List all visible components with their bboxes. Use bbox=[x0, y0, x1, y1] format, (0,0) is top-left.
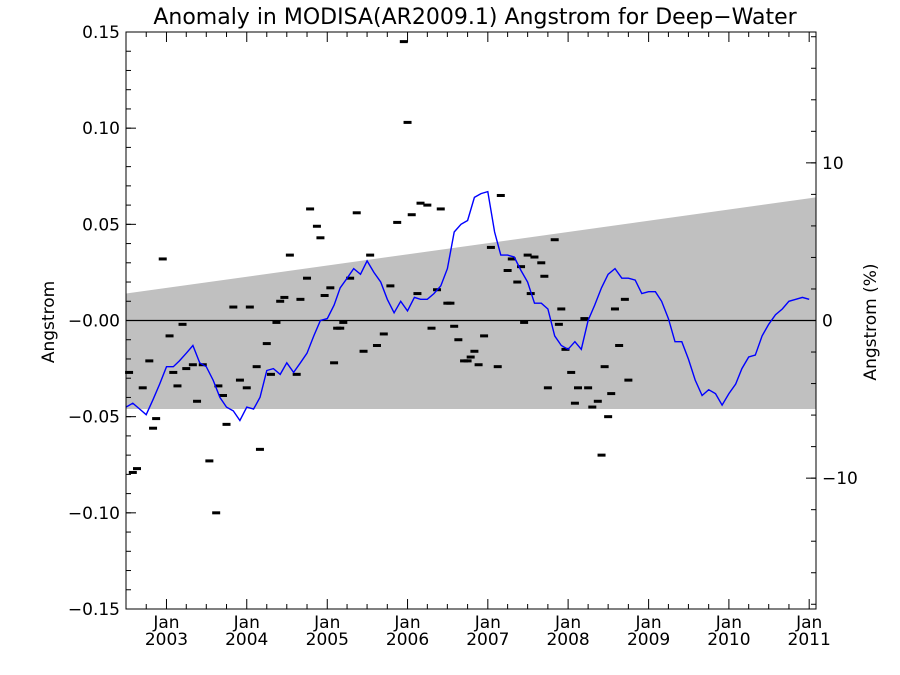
trend-band bbox=[126, 197, 816, 409]
x-tick-month: Jan bbox=[715, 613, 742, 633]
x-tick-month: Jan bbox=[795, 613, 822, 633]
x-tick-month: Jan bbox=[474, 613, 501, 633]
y-tick-label: −0.15 bbox=[68, 600, 120, 620]
x-tick-month: Jan bbox=[233, 613, 260, 633]
x-tick-month: Jan bbox=[313, 613, 340, 633]
smoothed-line bbox=[125, 190, 810, 422]
y-tick-label: −0.05 bbox=[68, 408, 120, 428]
y-tick-label: −0.10 bbox=[68, 504, 120, 524]
x-tick-year: 2005 bbox=[306, 630, 349, 650]
y-tick-label: 0.15 bbox=[82, 23, 120, 43]
x-tick-year: 2009 bbox=[627, 630, 670, 650]
y-right-tick-label: 0 bbox=[822, 312, 833, 332]
plot-area: 0.15 0.10 0.05 −0.00 −0.05 −0.10 −0.15 10 0 −10 Ja… bbox=[68, 23, 858, 650]
x-tick-year: 2008 bbox=[546, 630, 589, 650]
x-tick-year: 2004 bbox=[225, 630, 268, 650]
x-tick-year: 2011 bbox=[788, 630, 831, 650]
x-tick-year: 2003 bbox=[145, 630, 188, 650]
x-tick-month: Jan bbox=[152, 613, 179, 633]
y-axis-title: Angstrom bbox=[39, 281, 59, 363]
chart-title: Anomaly in MODISA(AR2009.1) Angstrom for… bbox=[153, 5, 797, 30]
x-tick-month: Jan bbox=[393, 613, 420, 633]
y-tick-label: 0.10 bbox=[82, 119, 120, 139]
y-tick-label: −0.00 bbox=[68, 312, 120, 332]
y-right-tick-label: −10 bbox=[822, 469, 858, 489]
y-tick-label: 0.05 bbox=[82, 215, 120, 235]
x-tick-year: 2010 bbox=[707, 630, 750, 650]
x-tick-year: 2007 bbox=[466, 630, 509, 650]
y-right-tick-label: 10 bbox=[822, 154, 844, 174]
x-tick-month: Jan bbox=[554, 613, 581, 633]
x-tick-month: Jan bbox=[635, 613, 662, 633]
x-tick-year: 2006 bbox=[386, 630, 429, 650]
y-axis-right-title: Angstrom (%) bbox=[861, 263, 881, 380]
